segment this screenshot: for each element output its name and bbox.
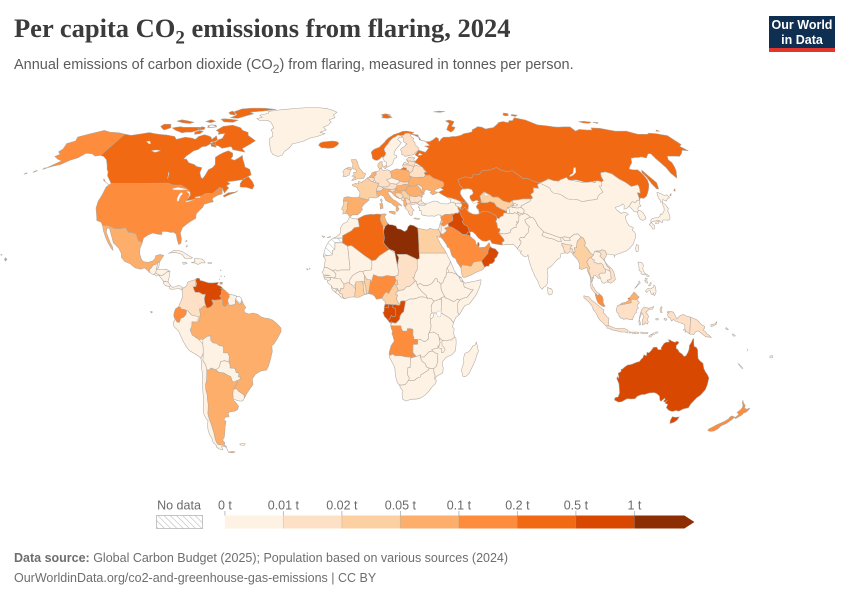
svg-text:0 t: 0 t (218, 499, 232, 513)
svg-text:0.1 t: 0.1 t (447, 499, 472, 513)
svg-text:0.02 t: 0.02 t (326, 499, 358, 513)
svg-text:0.5 t: 0.5 t (564, 499, 589, 513)
svg-text:0.05 t: 0.05 t (385, 499, 417, 513)
svg-text:1 t: 1 t (627, 499, 641, 513)
svg-text:No data: No data (157, 499, 201, 513)
svg-text:0.2 t: 0.2 t (505, 499, 530, 513)
svg-text:0.01 t: 0.01 t (268, 499, 300, 513)
